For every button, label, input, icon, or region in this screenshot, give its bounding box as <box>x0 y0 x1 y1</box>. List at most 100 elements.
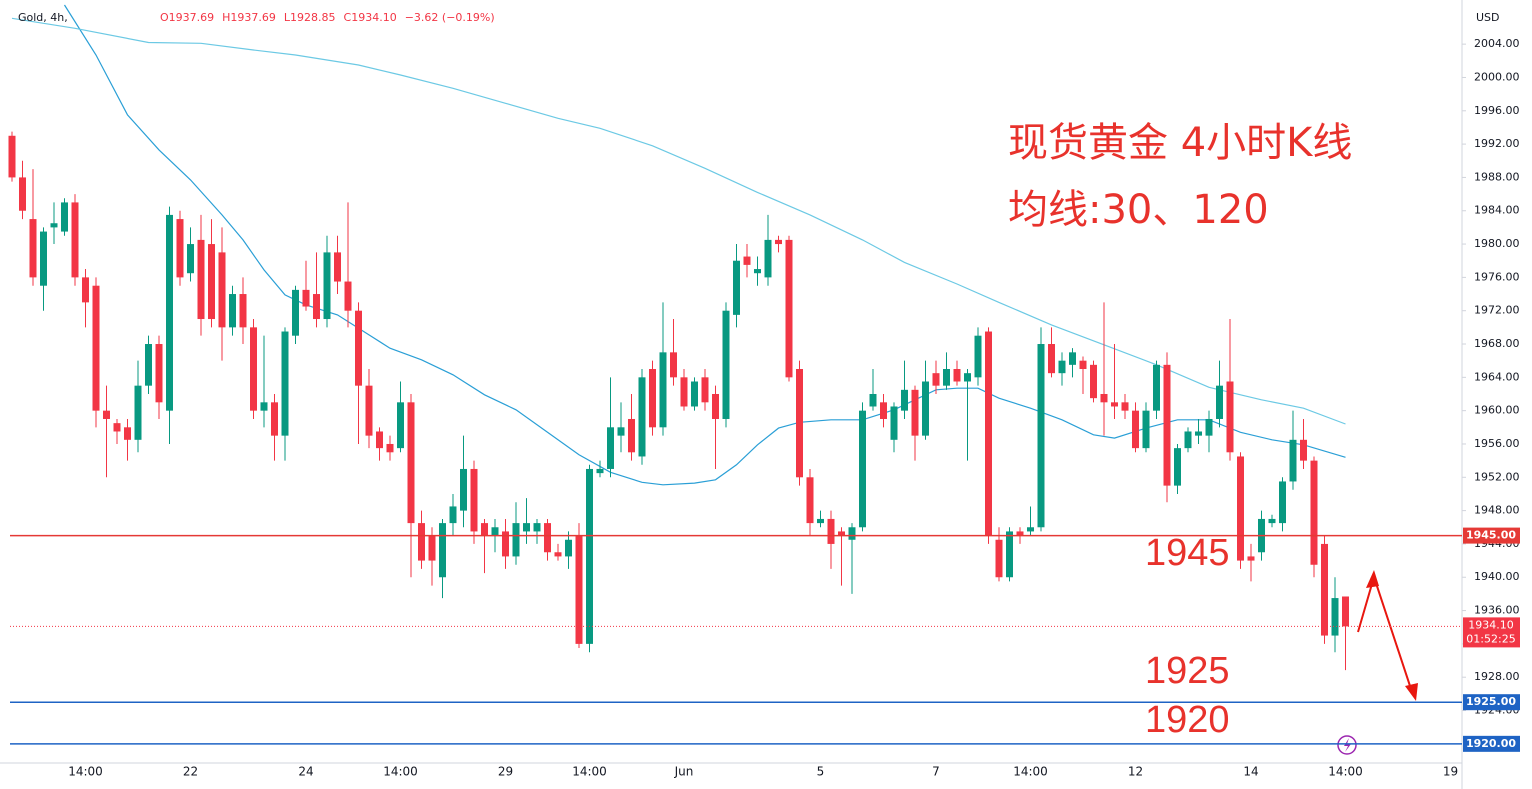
candle-body <box>932 373 940 386</box>
candle-body <box>1310 460 1318 565</box>
y-tick-label: 1928.00 <box>1474 670 1520 683</box>
candle-body <box>1058 360 1066 374</box>
candle-body <box>481 523 488 536</box>
candle-body <box>208 244 215 320</box>
level-price-label: 1920.00 <box>1466 737 1516 750</box>
candle-body <box>638 377 646 457</box>
y-tick-label: 1964.00 <box>1474 370 1520 383</box>
candle-body <box>869 393 877 407</box>
candle-body <box>82 277 89 303</box>
candle-body <box>292 289 299 336</box>
candle-body <box>155 344 163 403</box>
ohlc-value: H1937.69 <box>222 11 276 24</box>
candle-body <box>691 381 698 407</box>
candle-body <box>1216 385 1223 419</box>
candle-body <box>1247 556 1255 561</box>
candle-body <box>554 552 562 557</box>
x-tick-label: 24 <box>298 765 313 779</box>
candle-body <box>995 539 1003 578</box>
candle-body <box>943 369 950 386</box>
candle-body <box>103 410 110 419</box>
ohlc-value: O1937.69 <box>160 11 214 24</box>
candle-body <box>229 294 236 328</box>
candle-body <box>1321 543 1328 636</box>
candle-body <box>596 468 604 474</box>
last-price-label: 1934.10 <box>1468 618 1514 631</box>
candle-body <box>859 410 866 528</box>
y-tick-label: 1992.00 <box>1474 137 1520 150</box>
candle-body <box>649 369 656 428</box>
y-tick-label: 1952.00 <box>1474 470 1520 483</box>
forecast-arrow <box>1357 570 1418 701</box>
last-price-box <box>1463 617 1520 648</box>
candle-body <box>764 239 772 278</box>
candle-body <box>575 535 583 644</box>
candle-body <box>659 352 667 428</box>
candle-body <box>1342 596 1349 627</box>
candle-body <box>1027 527 1034 532</box>
candle-body <box>1100 393 1108 403</box>
candle-body <box>628 418 635 453</box>
candle-body <box>1142 410 1150 449</box>
candle-body <box>71 202 79 278</box>
candle-body <box>1300 439 1307 461</box>
candle-body <box>250 327 257 411</box>
plot-area <box>8 4 1349 671</box>
annotation: 均线:30、120 <box>1008 187 1269 233</box>
candle-body <box>418 523 425 561</box>
y-tick-label: 1984.00 <box>1474 204 1520 217</box>
level-annotation: 1920 <box>1145 699 1230 741</box>
candle-body <box>1132 410 1139 449</box>
symbol-title: Gold, 4h, <box>18 11 68 24</box>
candle-body <box>1174 448 1181 486</box>
candle-body <box>40 231 47 286</box>
level-annotation: 1925 <box>1145 650 1230 692</box>
candle-body <box>838 531 845 536</box>
candle-body <box>806 477 814 524</box>
candle-body <box>92 285 100 411</box>
candle-body <box>785 239 793 378</box>
alert-icon[interactable] <box>1337 735 1357 755</box>
candle-body <box>124 427 131 440</box>
candle-body <box>134 385 142 440</box>
y-tick-label: 1968.00 <box>1474 337 1520 350</box>
annotation: 现货黄金 4小时K线 <box>1008 120 1352 166</box>
candle-body <box>880 402 887 419</box>
arrow-head <box>1366 570 1379 588</box>
candle-body <box>1069 352 1076 365</box>
candle-body <box>796 369 803 478</box>
candle-body <box>344 281 352 311</box>
candle-body <box>460 468 467 511</box>
candle-body <box>1037 344 1045 528</box>
ma-line <box>11 17 1346 425</box>
candle-body <box>1153 364 1160 411</box>
candle-body <box>218 252 226 328</box>
candle-body <box>817 518 824 524</box>
candle-body <box>827 518 835 544</box>
candle-body <box>323 252 331 320</box>
candle-body <box>890 406 898 440</box>
candle-body <box>1205 418 1213 436</box>
candle-body <box>985 331 992 536</box>
candle-body <box>775 239 782 245</box>
candle-body <box>407 402 415 524</box>
candle-body <box>145 344 152 386</box>
candle-body <box>523 523 530 532</box>
candle-body <box>1289 439 1297 482</box>
candle-body <box>722 310 730 419</box>
ohlc-value: L1928.85 <box>284 11 336 24</box>
candle-body <box>701 377 709 403</box>
candle-body <box>586 468 593 644</box>
candle-body <box>8 135 16 178</box>
candle-body <box>1226 381 1234 453</box>
x-tick-label: 14:00 <box>1013 765 1048 779</box>
candle-body <box>113 423 121 432</box>
candle-body <box>1163 364 1171 486</box>
candle-body <box>922 381 929 436</box>
candle-body <box>61 202 68 232</box>
candle-body <box>680 377 688 407</box>
candle-body <box>260 402 268 411</box>
x-tick-label: 5 <box>817 765 825 779</box>
candle-body <box>397 402 404 449</box>
